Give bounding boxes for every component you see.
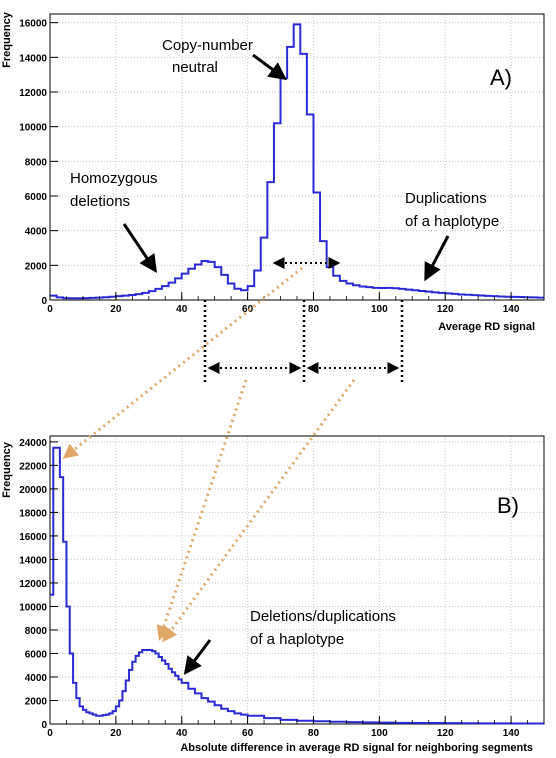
annotation-duplications-2: of a haplotype (405, 213, 499, 230)
y-tick-label: 6000 (25, 649, 48, 660)
y-tick-label: 10000 (19, 123, 47, 134)
x-tick-label: 20 (110, 304, 122, 315)
y-tick-label: 12000 (19, 579, 47, 590)
annotation-homozygous-2: deletions (70, 193, 130, 210)
x-tick-label: 0 (47, 728, 53, 739)
x-tick-label: 140 (503, 304, 520, 315)
annotation-copy-number-2: neutral (172, 59, 218, 76)
x-axis-label-a: Average RD signal (438, 321, 535, 333)
x-tick-label: 60 (242, 304, 254, 315)
ticks-b: 0 20 40 60 80 100 120 140 0 2000 4000 6000 8000 10000… (19, 438, 545, 739)
histogram-panel-b: 0 20 40 60 80 100 120 140 0 2000 4000 6000 8000 10000… (1, 435, 545, 754)
y-tick-label: 0 (41, 296, 47, 307)
y-axis-label-a: Frequency (1, 11, 13, 68)
x-tick-label: 100 (371, 304, 388, 315)
y-tick-label: 14000 (19, 53, 47, 64)
y-tick-label: 10000 (19, 602, 47, 613)
grid-b (50, 436, 544, 724)
y-tick-label: 16000 (19, 19, 47, 30)
y-tick-label: 22000 (19, 461, 47, 472)
panel-label-a: A) (490, 65, 512, 90)
mapping-arrow-peak-width (62, 266, 303, 459)
x-tick-label: 20 (110, 728, 122, 739)
x-tick-label: 140 (503, 728, 520, 739)
y-tick-label: 20000 (19, 485, 47, 496)
y-tick-label: 2000 (25, 261, 48, 272)
x-tick-label: 120 (437, 728, 454, 739)
x-tick-label: 100 (371, 728, 388, 739)
x-tick-label: 40 (176, 304, 188, 315)
x-tick-label: 60 (242, 728, 254, 739)
annotation-arrow-duplications (424, 235, 450, 282)
panel-label-b: B) (497, 493, 519, 518)
y-tick-label: 6000 (25, 192, 48, 203)
histogram-panel-a: 0 20 40 60 80 100 120 140 0 2000 4000 6000 8000 10000… (1, 11, 545, 333)
x-tick-label: 80 (308, 304, 320, 315)
y-axis-label-b: Frequency (1, 441, 13, 498)
mapping-arrow-deletion-diff (156, 379, 248, 641)
annotation-arrow-deldup (183, 639, 212, 675)
plot-frame-b (49, 435, 545, 725)
annotation-duplications-1: Duplications (405, 190, 487, 207)
x-tick-label: 80 (308, 728, 320, 739)
y-tick-label: 0 (41, 720, 47, 731)
y-tick-label: 12000 (19, 88, 47, 99)
grid-a (50, 14, 544, 300)
y-tick-label: 4000 (25, 227, 48, 238)
mapping-arrow-duplication-diff (162, 379, 356, 643)
y-tick-label: 16000 (19, 532, 47, 543)
annotation-deldup-1: Deletions/duplications (250, 608, 396, 625)
x-tick-label: 40 (176, 728, 188, 739)
ticks-a: 0 20 40 60 80 100 120 140 0 2000 4000 6000 8000 10000… (19, 19, 545, 315)
x-tick-label: 0 (47, 304, 53, 315)
y-tick-label: 4000 (25, 673, 48, 684)
annotation-homozygous-1: Homozygous (70, 170, 158, 187)
y-tick-label: 2000 (25, 696, 48, 707)
annotation-copy-number-1: Copy-number (162, 37, 253, 54)
y-tick-label: 18000 (19, 508, 47, 519)
annotation-arrow-copy-number (252, 53, 287, 81)
annotation-deldup-2: of a haplotype (250, 631, 344, 648)
y-tick-label: 8000 (25, 626, 48, 637)
y-tick-label: 14000 (19, 555, 47, 566)
histogram-line-a (50, 23, 544, 300)
annotation-arrow-homozygous (122, 223, 158, 273)
x-tick-label: 120 (437, 304, 454, 315)
x-axis-label-b: Absolute difference in average RD signal… (180, 742, 533, 754)
y-tick-label: 8000 (25, 157, 48, 168)
y-tick-label: 24000 (19, 438, 47, 449)
